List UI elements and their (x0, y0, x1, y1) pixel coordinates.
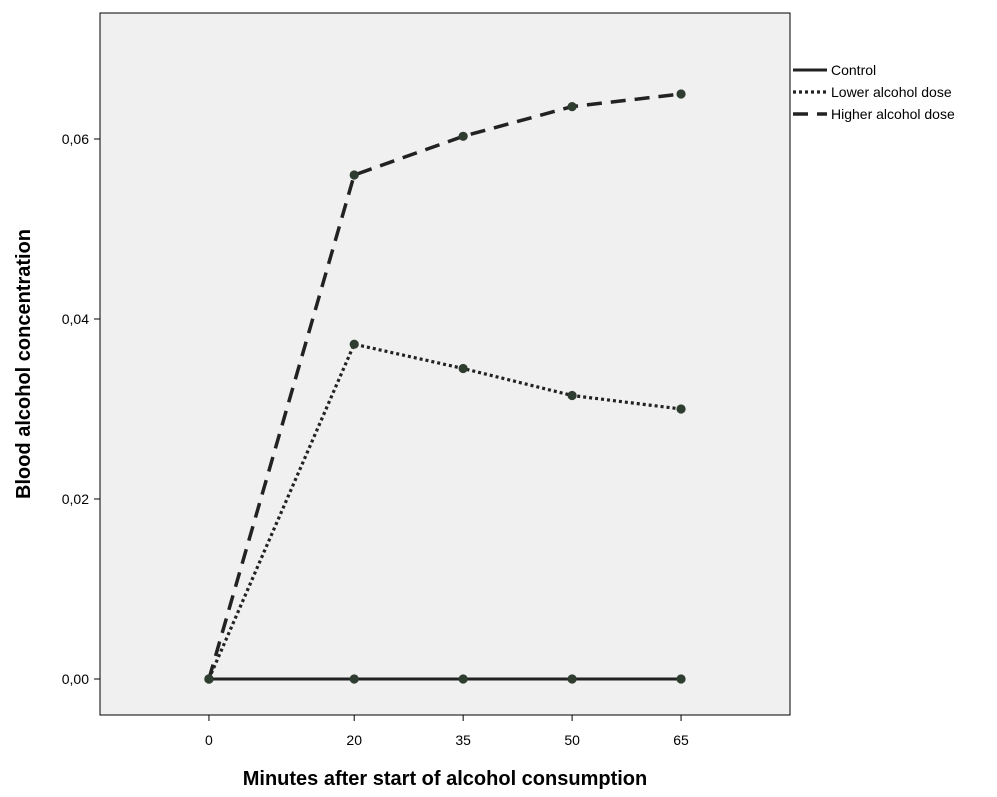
data-point-higher-alcohol-dose (349, 170, 359, 180)
x-tick-label: 20 (346, 732, 362, 748)
x-tick-label: 0 (205, 732, 213, 748)
series-markers (204, 89, 686, 684)
data-point-control (349, 674, 359, 684)
data-point-control (567, 674, 577, 684)
data-point-control (676, 674, 686, 684)
x-axis-ticks: 0 20 35 50 65 (205, 715, 689, 748)
data-point-higher-alcohol-dose (567, 102, 577, 112)
y-tick-label: 0,04 (62, 311, 89, 327)
data-point-lower-alcohol-dose (349, 339, 359, 349)
x-tick-label: 35 (455, 732, 471, 748)
y-tick-label: 0,06 (62, 131, 89, 147)
x-tick-label: 65 (673, 732, 689, 748)
y-axis-title: Blood alcohol concentration (13, 229, 35, 499)
legend-label-higher-alcohol-dose: Higher alcohol dose (831, 106, 955, 122)
y-axis-ticks: 0,00 0,02 0,04 0,06 (62, 131, 100, 687)
legend-label-control: Control (831, 62, 876, 78)
data-point-higher-alcohol-dose (458, 131, 468, 141)
data-point-lower-alcohol-dose (567, 390, 577, 401)
x-tick-label: 50 (564, 732, 580, 748)
data-point-higher-alcohol-dose (676, 89, 686, 99)
y-tick-label: 0,02 (62, 491, 89, 507)
data-point-lower-alcohol-dose (458, 363, 468, 374)
data-point-lower-alcohol-dose (676, 404, 686, 414)
x-axis-title: Minutes after start of alcohol consumpti… (243, 768, 647, 790)
legend: Control Lower alcohol dose Higher alcohol … (793, 62, 955, 122)
data-point-higher-alcohol-dose (204, 674, 214, 684)
legend-label-lower-alcohol-dose: Lower alcohol dose (831, 84, 952, 100)
y-tick-label: 0,00 (62, 671, 89, 687)
series-line-higher-alcohol-dose (207, 92, 682, 680)
data-point-control (458, 674, 468, 684)
